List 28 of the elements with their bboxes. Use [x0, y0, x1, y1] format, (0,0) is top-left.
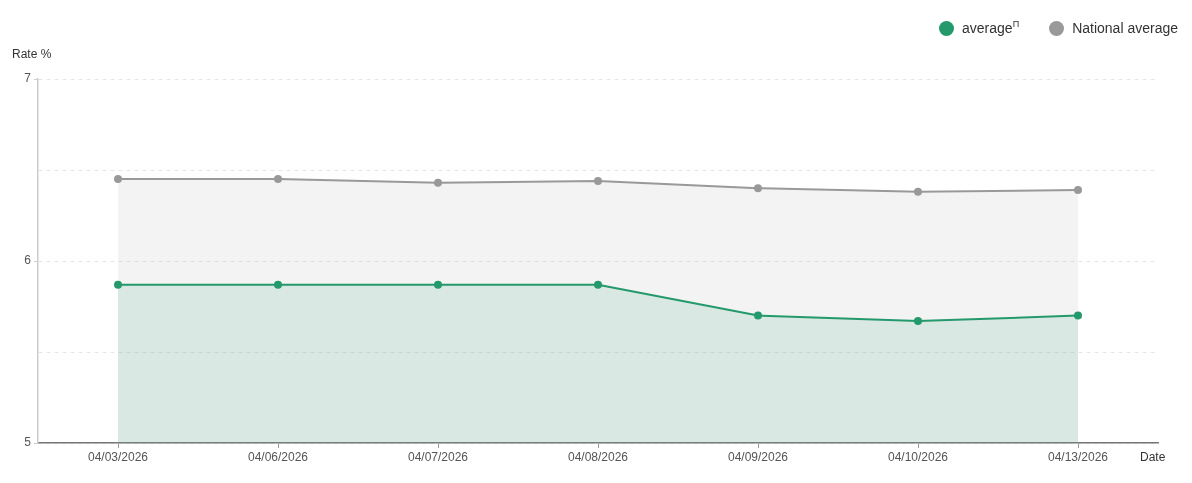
x-axis-title: Date — [1140, 450, 1166, 465]
legend-label: National average — [1072, 20, 1178, 36]
x-tick-label: 04/13/2026 — [1047, 449, 1109, 464]
point — [434, 178, 442, 187]
x-tick-label: 04/07/2026 — [407, 449, 469, 464]
x-tick-label: 04/06/2026 — [247, 449, 309, 464]
y-tick-label: 6 — [24, 253, 32, 268]
point — [594, 280, 602, 289]
x-tick-label: 04/09/2026 — [727, 449, 789, 464]
point — [274, 175, 282, 184]
legend-label: average$^{Π}$ — [962, 19, 1020, 36]
x-tick-label: 04/03/2026 — [87, 449, 149, 464]
point — [274, 280, 282, 289]
x-tick-label: 04/10/2026 — [887, 449, 949, 464]
point — [754, 311, 762, 320]
y-tick-label: 7 — [24, 71, 32, 86]
point — [1074, 311, 1082, 320]
point — [754, 184, 762, 193]
point — [434, 280, 442, 289]
point — [914, 187, 922, 196]
point — [1074, 186, 1082, 195]
point — [914, 317, 922, 326]
point — [594, 176, 602, 185]
y-axis-title: Rate % — [12, 47, 52, 62]
point — [114, 175, 122, 184]
y-tick-label: 5 — [24, 435, 32, 450]
x-tick-label: 04/08/2026 — [567, 449, 629, 464]
point — [114, 280, 122, 289]
